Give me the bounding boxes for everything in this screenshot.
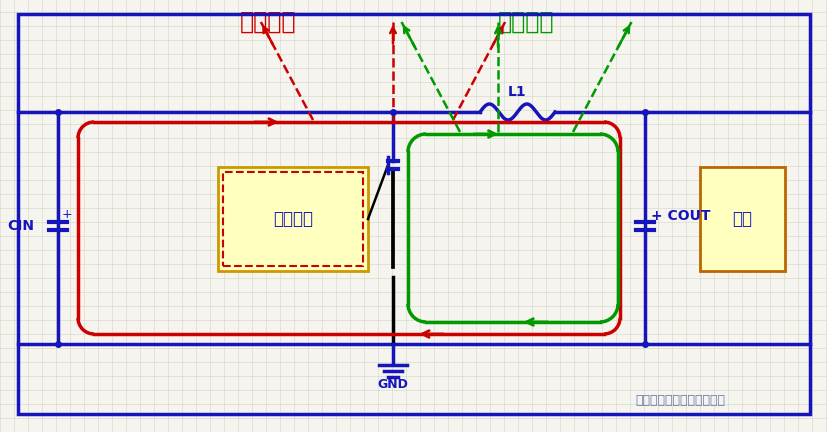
Text: L1: L1 [508, 85, 527, 99]
Text: GND: GND [378, 378, 409, 391]
Text: CIN: CIN [7, 219, 34, 233]
Text: 输出环路: 输出环路 [498, 10, 554, 34]
Bar [223, 172, 363, 266]
Bar [700, 167, 785, 271]
Text: 输入环路: 输入环路 [240, 10, 296, 34]
Text: 西安容冠电磁科技有限公司: 西安容冠电磁科技有限公司 [635, 394, 725, 407]
Bar [218, 167, 368, 271]
Text: + COUT: + COUT [651, 209, 710, 223]
Text: 控制电路: 控制电路 [273, 210, 313, 228]
Text: 负载: 负载 [733, 210, 753, 228]
Text: +: + [62, 207, 73, 220]
